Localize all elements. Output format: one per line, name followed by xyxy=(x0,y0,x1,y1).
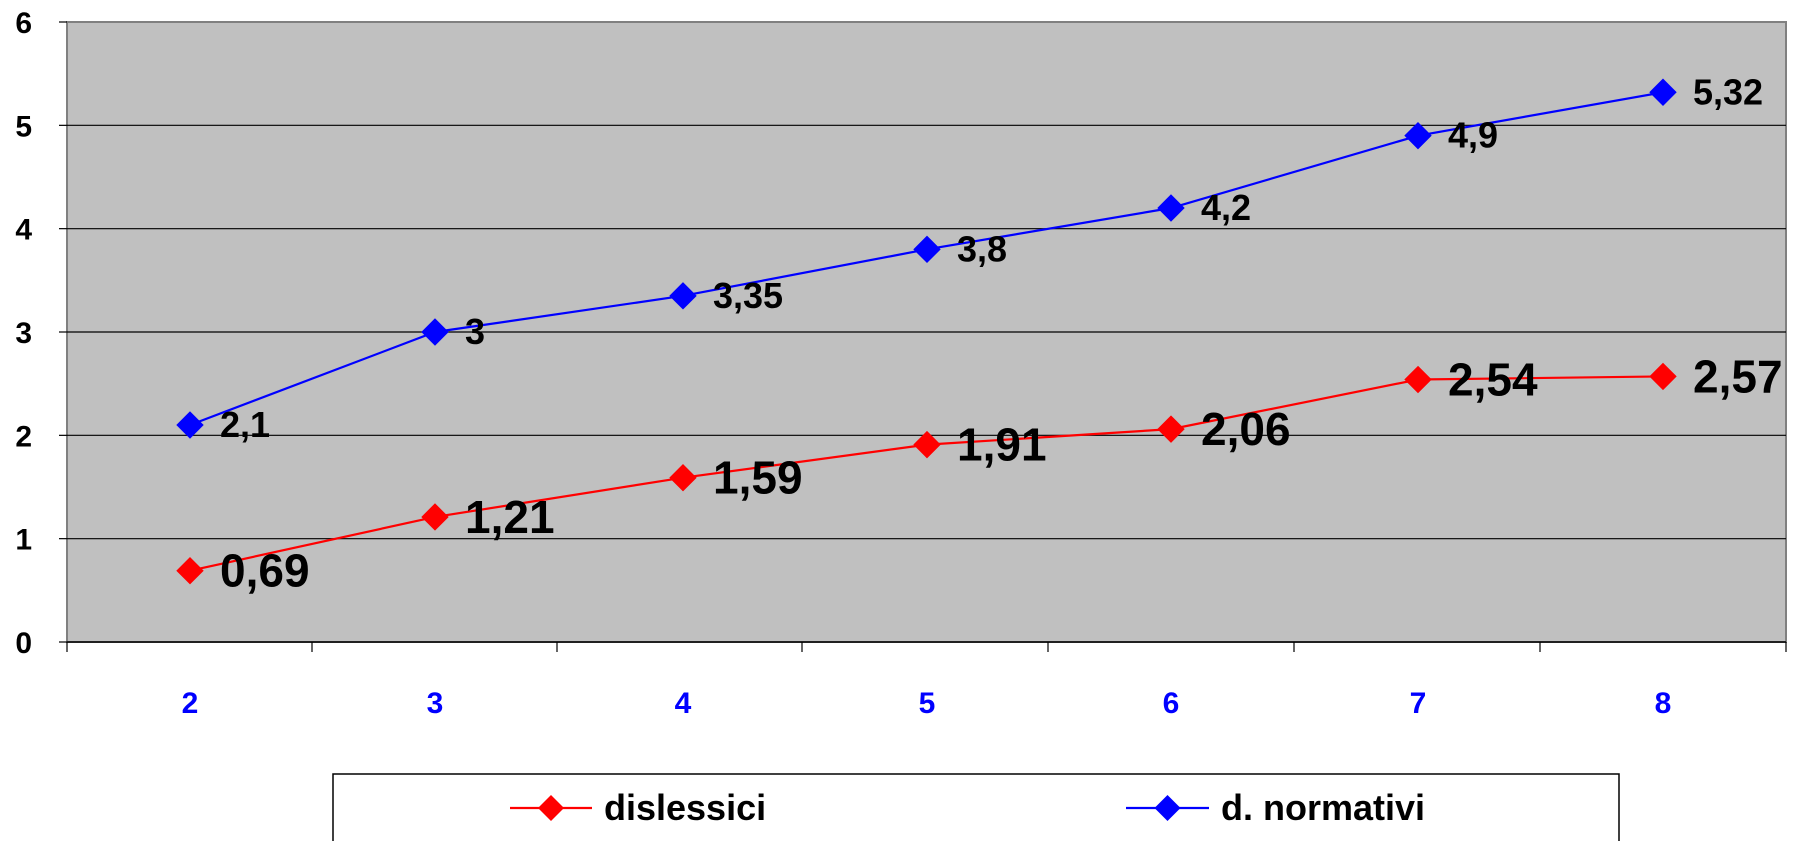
data-point-marker xyxy=(1649,78,1677,106)
legend-marker xyxy=(1154,795,1181,821)
data-point-marker xyxy=(1649,362,1677,391)
data-label: 2,57 xyxy=(1693,350,1783,402)
data-label: 4,9 xyxy=(1448,115,1498,156)
x-tick-label: 8 xyxy=(1655,687,1672,720)
data-label: 2,54 xyxy=(1448,354,1538,406)
data-point-marker xyxy=(669,463,697,492)
data-point-marker xyxy=(669,282,697,310)
y-tick-label: 1 xyxy=(15,524,32,557)
x-tick-label: 3 xyxy=(427,687,444,720)
x-tick-label: 5 xyxy=(919,687,936,720)
series xyxy=(176,78,1677,585)
data-label: 5,32 xyxy=(1693,71,1763,112)
data-point-marker xyxy=(176,556,204,585)
x-tick-label: 2 xyxy=(182,687,199,720)
data-point-marker xyxy=(1404,365,1432,394)
data-point-marker xyxy=(421,503,449,531)
data-label: 3 xyxy=(465,311,485,352)
y-tick-label: 4 xyxy=(15,214,32,247)
legend-label: dislessici xyxy=(604,787,766,828)
data-label: 3,8 xyxy=(957,228,1007,269)
legend-marker xyxy=(538,795,564,821)
data-point-marker xyxy=(1157,415,1185,443)
data-label: 1,59 xyxy=(713,452,803,504)
data-labels: 0,69 1,21 1,59 1,91 2,06 2,54 2,57 2,1 3 3,35 3,8 4… xyxy=(220,71,1783,596)
data-point-marker xyxy=(421,318,449,346)
data-label: 0,69 xyxy=(220,545,310,597)
data-point-marker xyxy=(176,411,204,439)
data-point-marker xyxy=(913,430,941,459)
data-label: 1,91 xyxy=(957,419,1047,471)
x-tick-label: 4 xyxy=(675,687,692,720)
data-label: 4,2 xyxy=(1201,187,1251,228)
data-point-marker xyxy=(1404,121,1432,150)
x-tick-label: 6 xyxy=(1163,687,1180,720)
data-label: 2,1 xyxy=(220,404,270,445)
y-tick-label: 2 xyxy=(15,420,32,453)
y-tick-label: 5 xyxy=(15,110,32,143)
data-point-marker xyxy=(1157,194,1185,222)
data-label: 3,35 xyxy=(713,275,783,316)
x-tick-label: 7 xyxy=(1410,687,1427,720)
axes: 0 1 2 3 4 5 6 2 3 4 5 6 7 8 xyxy=(15,7,1787,720)
legend-label: d. normativi xyxy=(1221,787,1425,828)
legend: dislessici d. normativi xyxy=(332,773,1620,841)
data-label: 2,06 xyxy=(1201,403,1291,455)
y-tick-label: 3 xyxy=(15,317,32,350)
data-point-marker xyxy=(913,235,941,264)
data-label: 1,21 xyxy=(465,491,555,543)
y-tick-label: 6 xyxy=(15,7,32,40)
y-tick-label: 0 xyxy=(15,627,32,660)
